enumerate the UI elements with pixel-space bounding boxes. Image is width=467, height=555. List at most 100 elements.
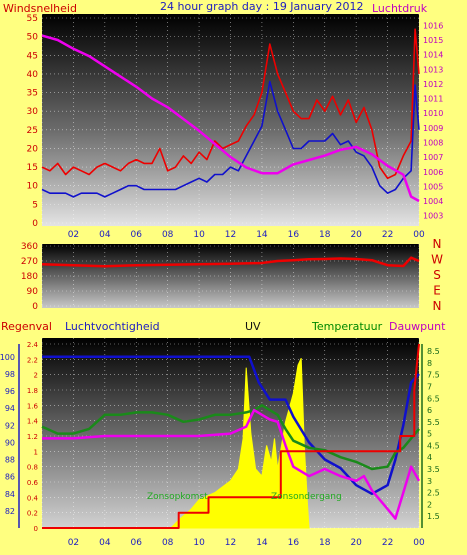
- compass-label: S: [433, 268, 441, 282]
- temperature-tick-label: 8: [427, 359, 432, 368]
- temperature-tick-label: 4: [427, 453, 432, 462]
- humidity-axis-ticks: 82 84 86 88 90 92 94 96 98 100: [0, 344, 20, 528]
- time-tick-label: 18: [319, 538, 331, 548]
- time-tick-label: 16: [288, 230, 300, 240]
- wind-tick-label: 0: [32, 219, 38, 229]
- direction-panel-grid: [41, 244, 420, 308]
- humidity-tick-label: 90: [5, 438, 15, 447]
- temperature-tick-label: 3: [427, 477, 432, 486]
- rain-tick-label: 2.2: [27, 356, 38, 364]
- wind-tick-label: 10: [27, 182, 39, 192]
- direction-panel-series: [41, 256, 420, 268]
- rain-tick-label: 2.4: [27, 341, 39, 349]
- time-axis-ticks-bottom: 02 04 06 08 10 12 14 16 18 20 22 00: [68, 538, 425, 548]
- time-tick-label: 02: [68, 230, 79, 240]
- temperature-tick-label: 4.5: [427, 441, 440, 450]
- rain-tick-label: 0.2: [27, 510, 38, 518]
- pressure-tick-label: 1011: [423, 95, 443, 104]
- temperature-tick-label: 2.5: [427, 489, 440, 498]
- temperature-series-line: [41, 404, 420, 471]
- direction-axis-ticks: 0 90 180 270 360: [21, 242, 38, 312]
- wind-tick-label: 25: [27, 126, 38, 136]
- dewpoint-label: Dauwpunt: [389, 320, 446, 333]
- wind-tick-label: 30: [27, 107, 39, 117]
- time-tick-label: 08: [162, 538, 174, 548]
- rain-tick-label: 0: [34, 525, 38, 533]
- compass-label: E: [433, 284, 441, 298]
- compass-label: N: [433, 237, 442, 251]
- humidity-axis-title: Luchtvochtigheid: [65, 320, 160, 333]
- rain-series-line: [42, 343, 420, 529]
- time-tick-label: 18: [319, 230, 331, 240]
- humidity-series-line: [42, 355, 420, 496]
- humidity-tick-label: 98: [5, 370, 15, 379]
- temperature-tick-label: 8.5: [427, 347, 440, 356]
- compass-label: N: [433, 299, 442, 313]
- wind-axis-title: Windsnelheid: [3, 2, 77, 15]
- time-tick-label: 14: [256, 538, 268, 548]
- rain-tick-label: 1.4: [27, 418, 39, 426]
- wind-tick-label: 35: [27, 89, 38, 99]
- direction-tick-label: 90: [27, 287, 39, 297]
- rain-tick-label: 0.8: [27, 464, 38, 472]
- direction-series-line: [41, 256, 420, 268]
- pressure-axis-ticks: 1003 1004 1005 1006 1007 1008 1009 1010 1011 1012…: [423, 21, 443, 220]
- time-tick-label: 04: [99, 538, 111, 548]
- rain-tick-label: 0.4: [27, 494, 39, 502]
- direction-tick-label: 270: [21, 257, 38, 267]
- rain-axis-title: Regenval: [1, 320, 52, 333]
- rain-tick-label: 1.6: [27, 402, 39, 410]
- time-tick-label: 06: [131, 230, 143, 240]
- rain-tick-label: 1.2: [27, 433, 38, 441]
- wind-tick-label: 40: [27, 70, 39, 80]
- pressure-tick-label: 1007: [423, 153, 443, 162]
- time-tick-label: 20: [350, 230, 362, 240]
- humidity-tick-label: 100: [0, 353, 15, 362]
- wind-tick-label: 50: [27, 33, 39, 43]
- gust-series-line: [41, 80, 420, 198]
- temperature-label: Temperatuur: [311, 320, 383, 333]
- temperature-tick-label: 7.5: [427, 371, 440, 380]
- wind-tick-label: 55: [27, 14, 38, 24]
- temperature-tick-label: 6: [427, 406, 432, 415]
- rain-tick-label: 2: [34, 372, 38, 380]
- sunset-annotation: Zonsondergang: [271, 492, 342, 502]
- humidity-tick-label: 96: [5, 387, 15, 396]
- humidity-tick-label: 88: [5, 456, 15, 465]
- time-tick-label: 10: [193, 230, 205, 240]
- humidity-tick-label: 94: [5, 404, 15, 413]
- wind-tick-label: 5: [32, 200, 38, 210]
- pressure-tick-label: 1012: [423, 80, 443, 89]
- time-tick-label: 02: [68, 538, 79, 548]
- time-tick-label: 00: [413, 230, 425, 240]
- rain-tick-label: 1.8: [27, 387, 38, 395]
- wind-tick-label: 45: [27, 51, 38, 61]
- time-tick-label: 08: [162, 230, 174, 240]
- time-tick-label: 00: [413, 538, 425, 548]
- wind-series-line: [41, 28, 420, 180]
- temperature-tick-label: 1.5: [427, 512, 440, 521]
- uv-label: UV: [245, 320, 261, 333]
- time-tick-label: 10: [193, 538, 205, 548]
- humidity-tick-label: 82: [5, 507, 15, 516]
- pressure-tick-label: 1003: [423, 212, 443, 221]
- temperature-tick-label: 7: [427, 382, 432, 391]
- time-tick-label: 22: [382, 538, 393, 548]
- wind-tick-label: 20: [27, 144, 39, 154]
- pressure-tick-label: 1006: [423, 168, 443, 177]
- direction-tick-label: 360: [21, 242, 38, 252]
- chart-title: 24 hour graph day : 19 January 2012: [160, 0, 364, 13]
- pressure-tick-label: 1005: [423, 182, 443, 191]
- pressure-axis-title: Luchtdruk: [372, 2, 428, 15]
- compass-label: W: [431, 253, 443, 267]
- pressure-series-line: [41, 34, 420, 203]
- temperature-tick-label: 3.5: [427, 465, 440, 474]
- pressure-tick-label: 1010: [423, 109, 443, 118]
- humidity-tick-label: 92: [5, 421, 15, 430]
- climate-panel-series: [41, 343, 421, 529]
- time-tick-label: 06: [131, 538, 143, 548]
- pressure-tick-label: 1008: [423, 138, 443, 147]
